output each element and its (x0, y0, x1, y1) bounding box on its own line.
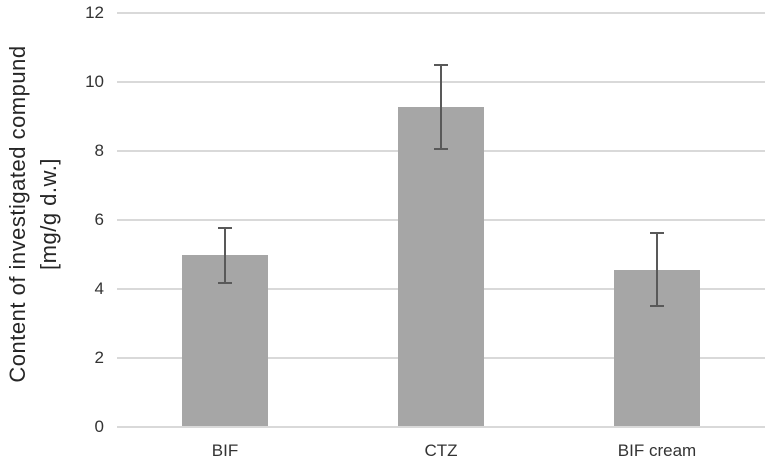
x-tick-label: BIF cream (617, 441, 697, 460)
error-bar-cap-top (650, 232, 664, 235)
error-bar-line (224, 227, 226, 283)
x-tick-label: BIF (211, 441, 239, 460)
error-bar-line (656, 233, 658, 307)
y-tick-label: 2 (94, 347, 104, 367)
x-tick-label: CTZ (424, 441, 458, 460)
y-tick-label: 8 (94, 140, 104, 160)
error-bar-cap-top (218, 226, 232, 229)
y-tick-label: 6 (94, 209, 104, 229)
y-tick-label: 0 (94, 416, 104, 436)
y-axis-title-line1: Content of investigated compund (5, 45, 30, 383)
y-tick-label: 10 (85, 71, 104, 91)
error-bar-cap-bottom (434, 147, 448, 150)
error-bar-cap-bottom (650, 305, 664, 308)
y-tick-label: 12 (85, 3, 104, 22)
gridline (117, 425, 765, 428)
y-axis-title: Content of investigated compund [mg/g d.… (2, 0, 64, 429)
error-bar-cap-top (434, 63, 448, 66)
error-bar-cap-bottom (218, 281, 232, 284)
bar (397, 106, 485, 427)
gridline (117, 12, 765, 14)
y-tick-label: 4 (94, 278, 104, 298)
error-bar-line (440, 64, 442, 149)
